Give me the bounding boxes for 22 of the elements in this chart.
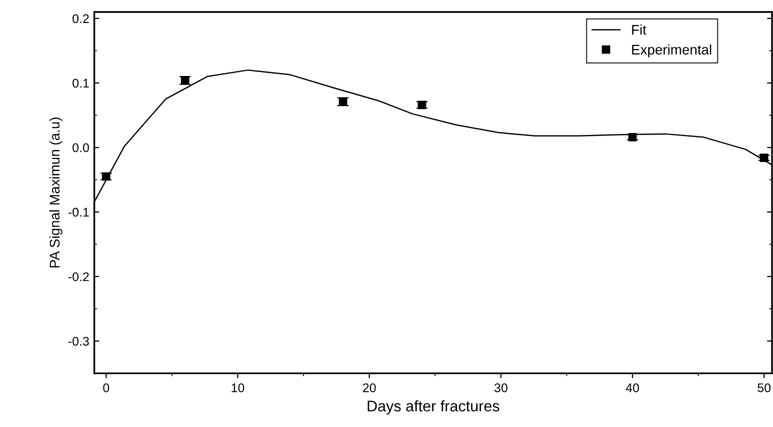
y-tick-label: -0.1 <box>68 208 89 217</box>
point <box>418 100 426 110</box>
x-tick-label: 50 <box>758 383 771 392</box>
y-tick-label: 0.0 <box>72 143 89 152</box>
y-tick-label: -0.2 <box>68 272 89 282</box>
legend-label: Experimental <box>632 44 712 58</box>
x-tick-label: 20 <box>363 383 376 392</box>
y-tick-label: 0.2 <box>72 14 89 24</box>
point <box>102 172 110 181</box>
legend-label: Fit <box>632 24 646 35</box>
x-axis-title: Days after fractures <box>368 400 500 414</box>
point <box>180 76 190 85</box>
point <box>760 154 768 162</box>
y-tick-label: -0.3 <box>68 336 89 346</box>
x-tick-label: 10 <box>232 383 244 392</box>
x-tick-label: 40 <box>626 383 639 392</box>
y-axis-title: PA Signal Maximun (a.u) <box>49 118 62 268</box>
point <box>338 98 348 106</box>
y-tick-label: 0.1 <box>72 78 89 88</box>
x-tick-label: 0 <box>103 383 110 392</box>
x-tick-label: 30 <box>494 383 508 392</box>
point <box>628 132 637 142</box>
